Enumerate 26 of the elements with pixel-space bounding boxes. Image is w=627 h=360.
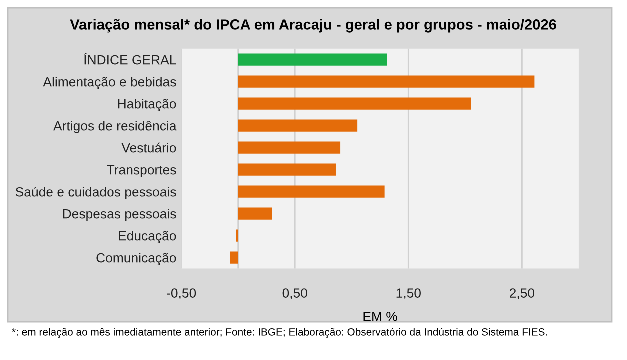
bar bbox=[238, 76, 535, 88]
x-tick-label: 0,50 bbox=[282, 288, 308, 300]
bar bbox=[238, 120, 358, 132]
y-tick-label: Alimentação e bebidas bbox=[43, 77, 176, 90]
x-tick-label: -0,50 bbox=[167, 288, 196, 300]
x-axis-title: EM % bbox=[364, 312, 398, 322]
bar bbox=[230, 252, 238, 264]
x-tick-label: 1,50 bbox=[396, 288, 421, 300]
y-tick-label: Artigos de residência bbox=[54, 121, 177, 134]
y-tick-label: Habitação bbox=[118, 99, 176, 112]
y-tick-label: Saúde e cuidados pessoais bbox=[16, 186, 176, 200]
chart-title: Variação mensal* do IPCA em Aracaju - geral e por grupos - maio/2026 bbox=[70, 19, 556, 33]
y-tick-label: Transportes bbox=[107, 166, 176, 178]
bar bbox=[238, 208, 272, 220]
y-tick-label: Comunicação bbox=[96, 253, 176, 266]
x-tick-label: 2,50 bbox=[510, 288, 535, 300]
bar bbox=[238, 186, 385, 198]
y-tick-label: Educação bbox=[119, 231, 176, 244]
text: *: em relação ao mês imediatamente anterior; Fonte: IBGE; Elaboração: Observatório da Indústria do Sistema FIES. bbox=[12, 328, 548, 338]
y-tick-label: Vestuário bbox=[122, 142, 176, 153]
bar bbox=[238, 98, 472, 110]
bar bbox=[238, 164, 336, 176]
y-tick-label: Despesas pessoais bbox=[63, 209, 176, 222]
bar bbox=[238, 54, 388, 66]
y-tick-label: ÍNDICE GERAL bbox=[84, 53, 176, 65]
bar bbox=[238, 142, 341, 154]
